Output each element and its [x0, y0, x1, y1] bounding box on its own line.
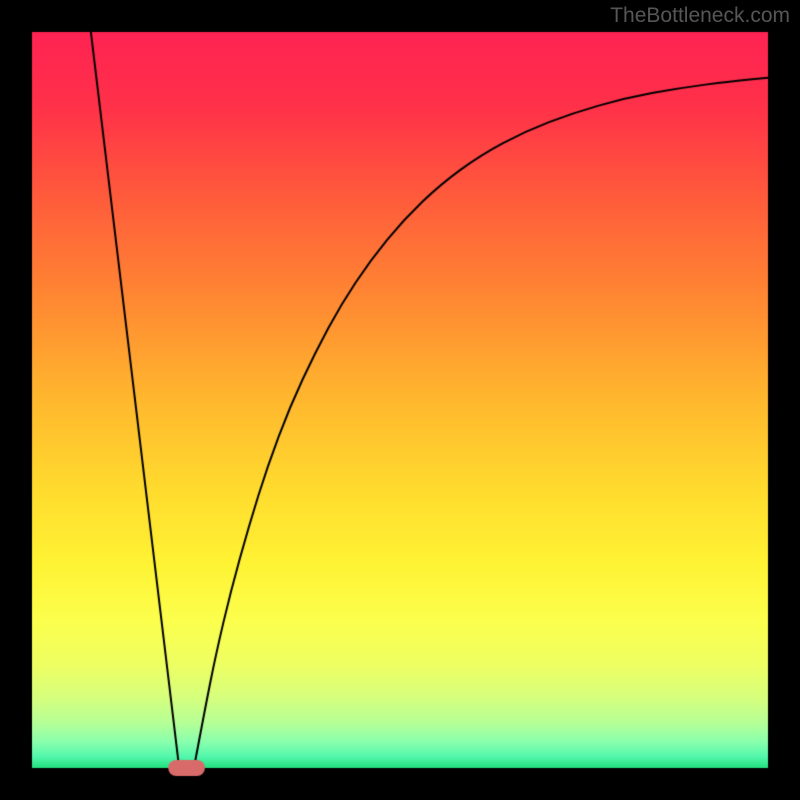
chart-container: TheBottleneck.com: [0, 0, 800, 800]
bottleneck-chart: [0, 0, 800, 800]
watermark-text: TheBottleneck.com: [610, 4, 790, 28]
